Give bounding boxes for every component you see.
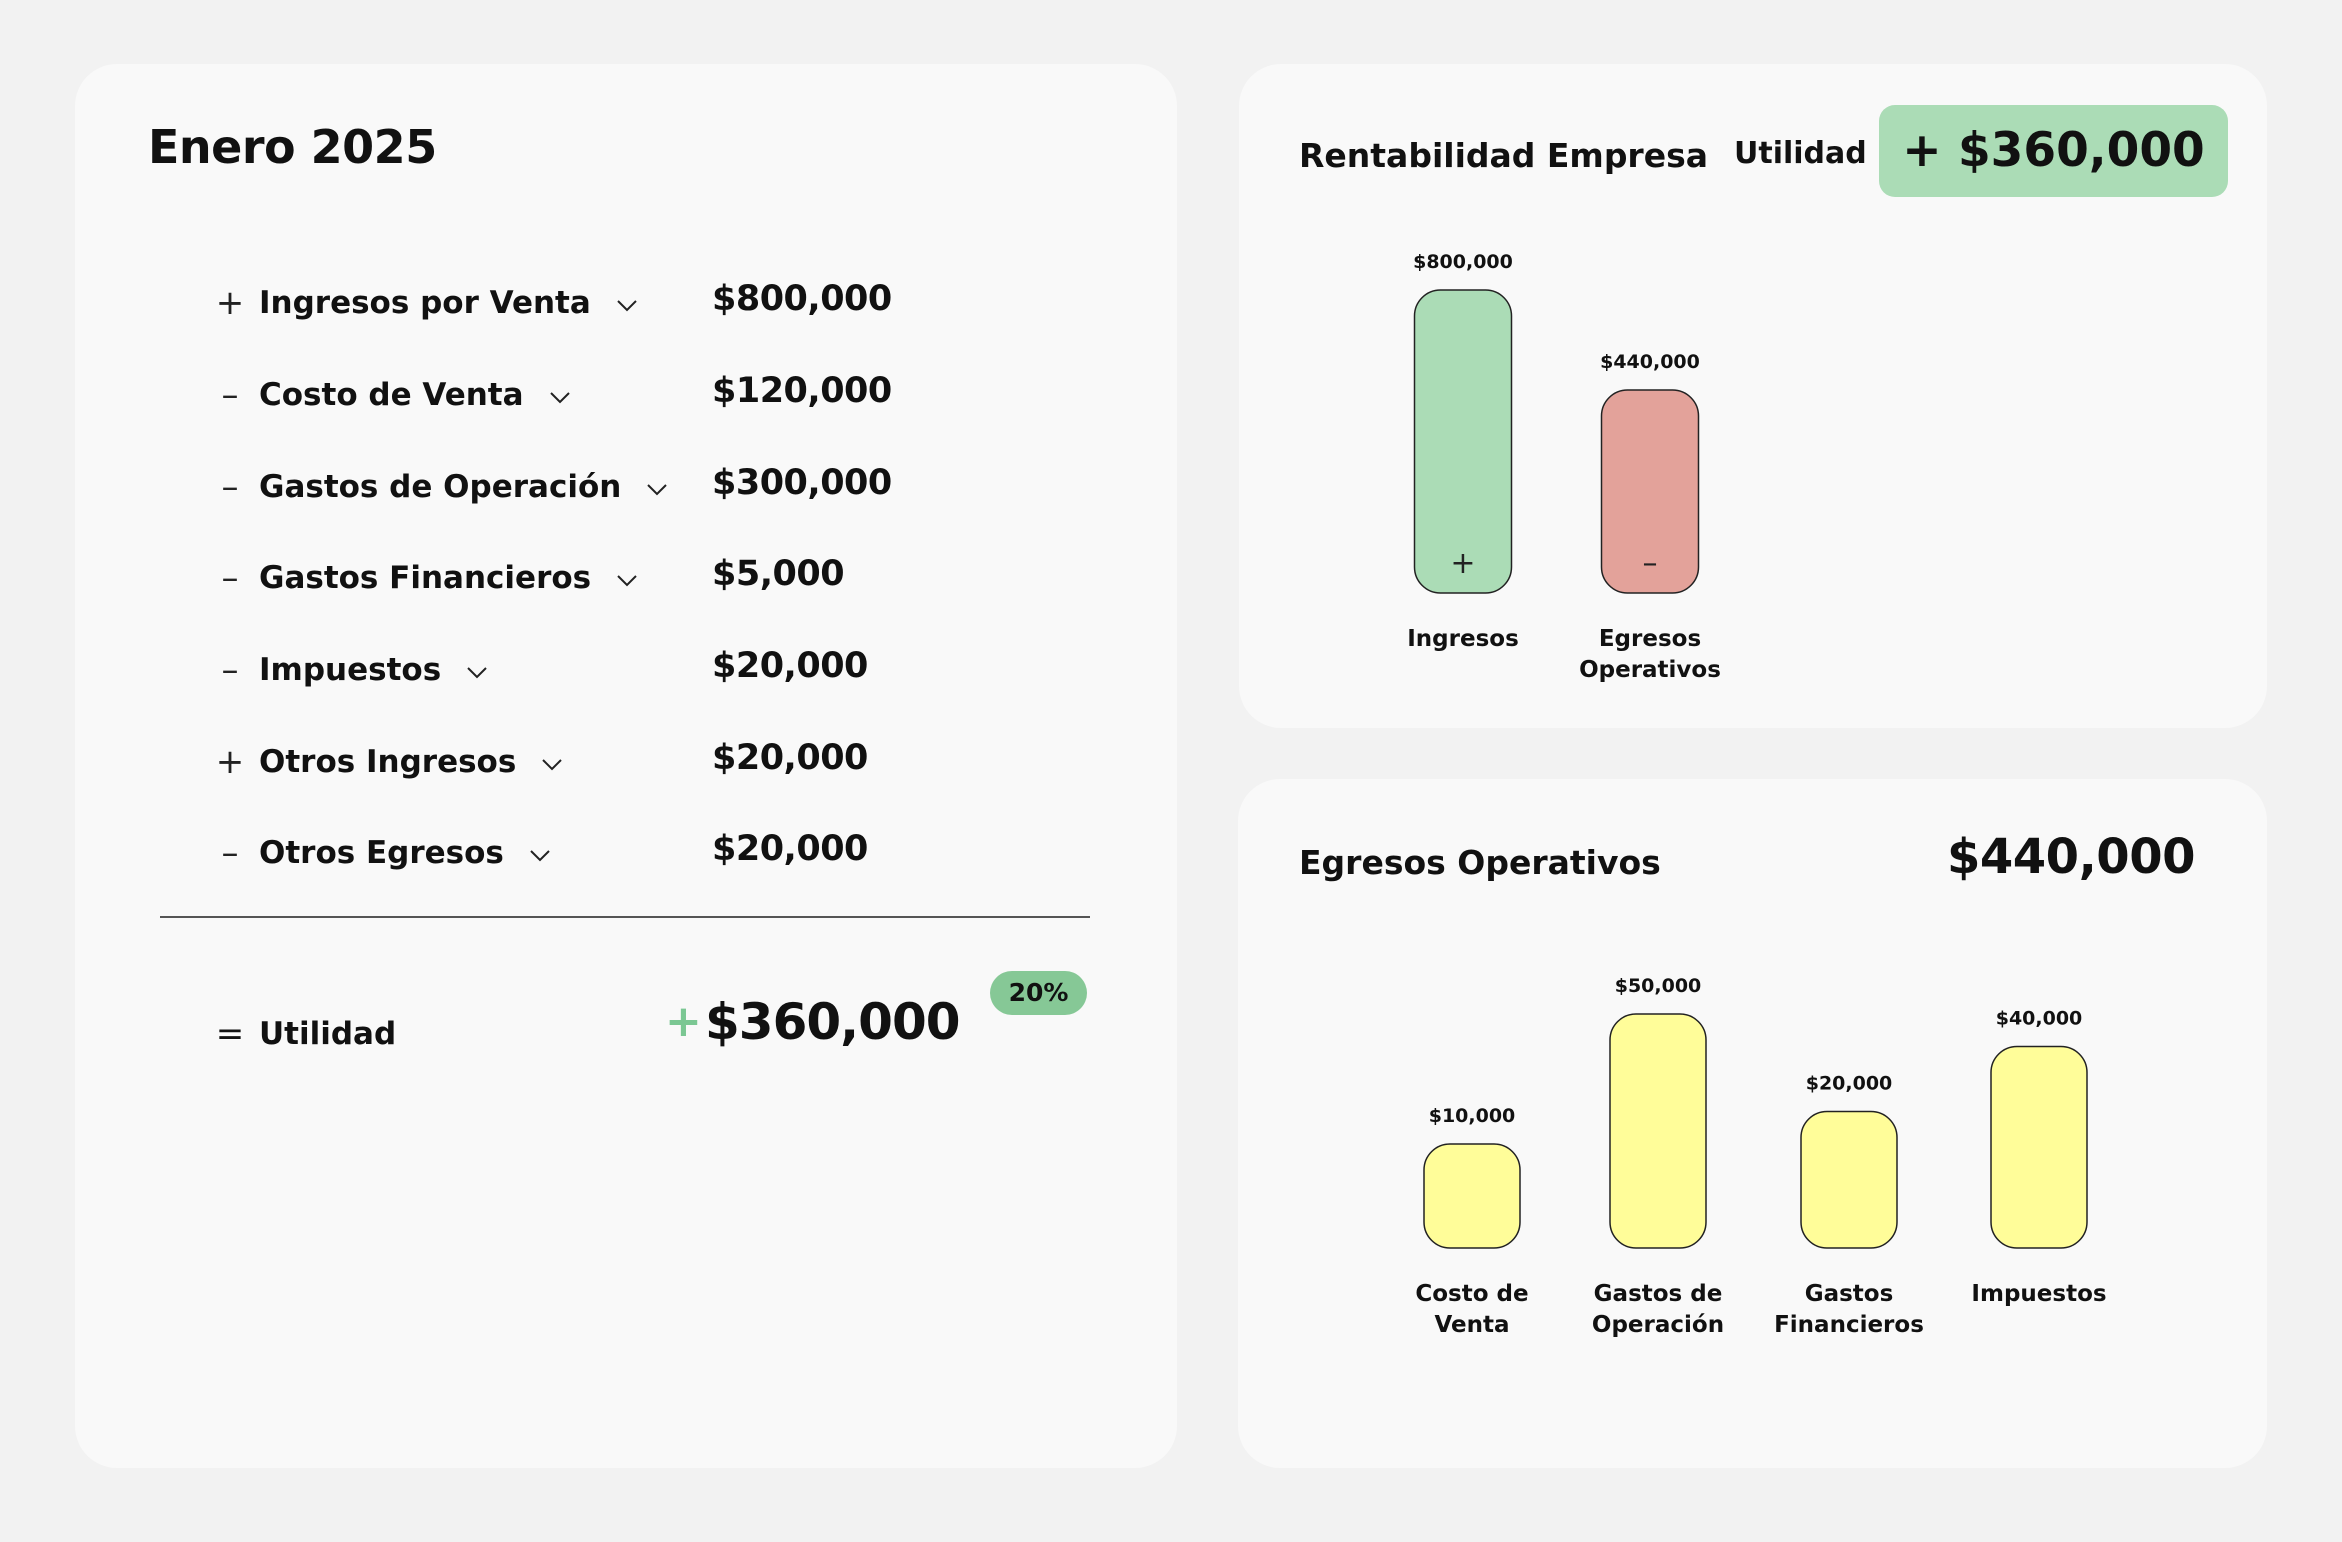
line-item-text: Gastos Financieros xyxy=(259,560,592,596)
profitability-card: Rentabilidad Empresa Utilidad + $360,000… xyxy=(1239,64,2267,728)
result-label: Utilidad xyxy=(259,1016,397,1052)
line-item-text: Otros Ingresos xyxy=(259,744,517,780)
line-item-text: Gastos de Operación xyxy=(259,469,622,505)
bar-value-label: $800,000 xyxy=(1413,251,1513,273)
expenses-title: Egresos Operativos xyxy=(1299,843,1661,882)
divider xyxy=(160,916,1090,918)
month-title: Enero 2025 xyxy=(148,120,437,174)
bar-category-label: Gastos de Operación xyxy=(1592,1281,1724,1338)
line-item[interactable]: – Gastos Financieros $5,000 xyxy=(75,548,1177,608)
plus-icon: + xyxy=(1450,546,1475,581)
bar xyxy=(1423,1143,1521,1249)
line-item-value: $20,000 xyxy=(712,646,868,686)
bar-value-label: $40,000 xyxy=(1996,1008,2083,1030)
line-item[interactable]: – Otros Egresos $20,000 xyxy=(75,823,1177,883)
minus-icon: – xyxy=(221,650,239,690)
minus-icon: – xyxy=(221,467,239,507)
minus-icon: – xyxy=(221,833,239,873)
line-item-label[interactable]: Otros Egresos xyxy=(259,823,550,885)
bar-group: $40,000 Impuestos xyxy=(1971,1008,2106,1308)
line-item-value: $120,000 xyxy=(712,371,892,411)
bar-value-label: $50,000 xyxy=(1615,975,1702,997)
bar-group: $440,000 – Egresos Operativos xyxy=(1579,351,1721,683)
bar-value-label: $440,000 xyxy=(1600,351,1700,373)
line-item-text: Ingresos por Venta xyxy=(259,285,591,321)
line-item-value: $20,000 xyxy=(712,738,868,778)
utility-label: Utilidad xyxy=(1734,136,1867,171)
chevron-down-icon[interactable] xyxy=(617,272,637,332)
line-item-label[interactable]: Otros Ingresos xyxy=(259,731,563,794)
bar xyxy=(1600,389,1700,594)
line-item-label[interactable]: Gastos de Operación xyxy=(259,456,668,519)
bar-category-label: Impuestos xyxy=(1971,1281,2106,1307)
utility-badge: + $360,000 xyxy=(1879,105,2228,197)
operating-expenses-card: Egresos Operativos $440,000 $10,000 Costo… xyxy=(1238,779,2267,1468)
bar-category-label: Gastos Financieros xyxy=(1774,1281,1924,1338)
plus-icon: + xyxy=(215,283,245,323)
plus-icon: + xyxy=(665,996,702,1047)
bar-category-label: Ingresos xyxy=(1407,626,1519,652)
line-item-text: Costo de Venta xyxy=(259,377,524,413)
bar-group: $20,000 Gastos Financieros xyxy=(1774,1073,1924,1339)
line-item[interactable]: – Costo de Venta $120,000 xyxy=(75,365,1177,425)
bar-group: $10,000 Costo de Venta xyxy=(1415,1105,1528,1338)
bar-group: $50,000 Gastos de Operación xyxy=(1592,975,1724,1338)
minus-icon: – xyxy=(221,375,239,415)
result-value: $360,000 xyxy=(705,993,961,1051)
chevron-down-icon[interactable] xyxy=(647,456,668,516)
chevron-down-icon[interactable] xyxy=(467,639,487,699)
line-item-label[interactable]: Gastos Financieros xyxy=(259,548,637,610)
line-item-text: Impuestos xyxy=(259,652,442,688)
bar-category-label: Egresos Operativos xyxy=(1579,626,1721,683)
bar-category-label: Costo de Venta xyxy=(1415,1281,1528,1338)
expenses-chart: $10,000 Costo de Venta $50,000 Gastos de Oper… xyxy=(1415,975,2106,1339)
bar-group: $800,000 + Ingresos xyxy=(1407,251,1519,652)
percent-badge: 20% xyxy=(990,971,1087,1015)
chevron-down-icon[interactable] xyxy=(617,547,637,607)
profitability-title: Rentabilidad Empresa xyxy=(1299,136,1709,175)
profitability-chart: $800,000 + Ingresos $440,000 – Egresos Operati… xyxy=(1407,251,1721,683)
minus-icon: – xyxy=(221,558,239,598)
bar-value-label: $10,000 xyxy=(1429,1105,1516,1127)
line-item-label[interactable]: Ingresos por Venta xyxy=(259,273,637,335)
line-item-value: $5,000 xyxy=(712,554,845,594)
line-item-value: $800,000 xyxy=(712,279,892,319)
line-item-value: $300,000 xyxy=(712,463,892,503)
equals-icon: = xyxy=(215,1014,245,1054)
minus-icon: – xyxy=(1643,546,1658,581)
bar xyxy=(1800,1110,1898,1249)
line-item[interactable]: – Gastos de Operación $300,000 xyxy=(75,457,1177,517)
chevron-down-icon[interactable] xyxy=(542,731,563,791)
line-item-label[interactable]: Impuestos xyxy=(259,640,487,702)
plus-icon: + xyxy=(215,742,245,782)
line-item-value: $20,000 xyxy=(712,829,868,869)
bar xyxy=(1990,1045,2088,1249)
line-item[interactable]: + Otros Ingresos $20,000 xyxy=(75,732,1177,792)
line-item-label[interactable]: Costo de Venta xyxy=(259,365,570,427)
chevron-down-icon[interactable] xyxy=(549,364,570,424)
bar xyxy=(1413,289,1513,594)
line-item[interactable]: + Ingresos por Venta $800,000 xyxy=(75,273,1177,333)
line-item-text: Otros Egresos xyxy=(259,835,504,871)
bar-value-label: $20,000 xyxy=(1806,1073,1893,1095)
bar xyxy=(1609,1013,1707,1249)
chevron-down-icon[interactable] xyxy=(530,822,550,882)
expenses-total: $440,000 xyxy=(1946,829,2196,885)
income-statement-card: Enero 2025 + Ingresos por Venta $800,000– C… xyxy=(75,64,1177,1468)
line-item[interactable]: – Impuestos $20,000 xyxy=(75,640,1177,700)
